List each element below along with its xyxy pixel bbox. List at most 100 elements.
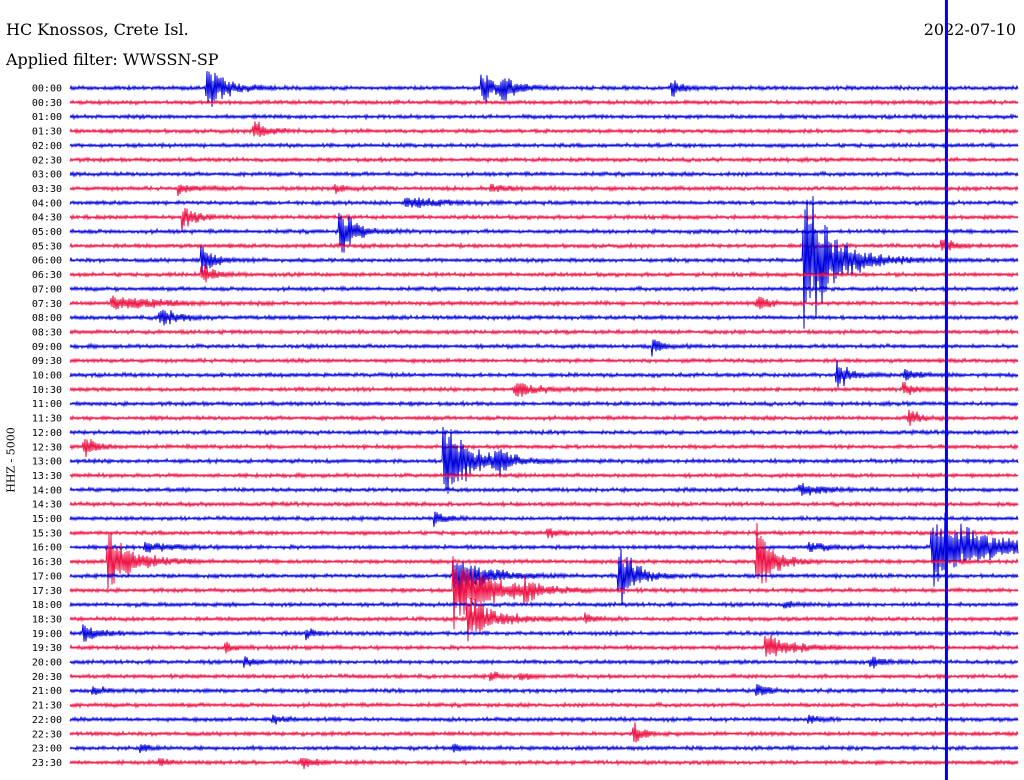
trace-row-0330 bbox=[69, 183, 1019, 197]
station-title: HC Knossos, Crete Isl. bbox=[6, 20, 189, 39]
trace-row-1100 bbox=[69, 399, 1019, 408]
trace-row-2200 bbox=[69, 714, 1019, 725]
row-label-1630: 16:30 bbox=[32, 557, 62, 568]
row-label-1830: 18:30 bbox=[32, 614, 62, 625]
row-label-1700: 17:00 bbox=[32, 571, 62, 582]
row-label-0600: 06:00 bbox=[32, 256, 62, 267]
trace-row-2000 bbox=[69, 656, 1019, 669]
trace-row-0200 bbox=[69, 141, 1019, 150]
row-label-0200: 02:00 bbox=[32, 141, 62, 152]
trace-row-0930 bbox=[69, 356, 1019, 365]
trace-row-0400 bbox=[69, 197, 1019, 208]
row-label-2230: 22:30 bbox=[32, 729, 62, 740]
row-label-1030: 10:30 bbox=[32, 385, 62, 396]
row-label-0730: 07:30 bbox=[32, 299, 62, 310]
row-label-0100: 01:00 bbox=[32, 112, 62, 123]
trace-row-1430 bbox=[69, 500, 1019, 509]
trace-row-0530 bbox=[69, 239, 1019, 251]
trace-row-0230 bbox=[69, 155, 1019, 164]
trace-row-1000 bbox=[69, 360, 1019, 388]
trace-row-0000 bbox=[69, 71, 1019, 107]
row-label-0630: 06:30 bbox=[32, 270, 62, 281]
trace-row-2030 bbox=[69, 671, 1019, 682]
row-label-1200: 12:00 bbox=[32, 428, 62, 439]
trace-row-2230 bbox=[69, 722, 1019, 743]
trace-row-0900 bbox=[69, 339, 1019, 357]
row-label-0500: 05:00 bbox=[32, 227, 62, 238]
row-label-1100: 11:00 bbox=[32, 399, 62, 410]
row-label-1730: 17:30 bbox=[32, 586, 62, 597]
trace-row-1030 bbox=[69, 381, 1019, 397]
row-label-0930: 09:30 bbox=[32, 356, 62, 367]
trace-row-1530 bbox=[69, 528, 1019, 539]
trace-row-2300 bbox=[69, 743, 1019, 753]
row-label-0030: 00:30 bbox=[32, 98, 62, 109]
trace-row-1830 bbox=[69, 597, 1019, 642]
trace-row-1130 bbox=[69, 409, 1019, 426]
trace-row-2100 bbox=[69, 683, 1019, 696]
trace-row-1600 bbox=[69, 512, 1019, 587]
row-label-0900: 09:00 bbox=[32, 342, 62, 353]
row-label-0830: 08:30 bbox=[32, 327, 62, 338]
row-label-1400: 14:00 bbox=[32, 485, 62, 496]
row-label-1300: 13:00 bbox=[32, 457, 62, 468]
filter-label: Applied filter: WWSSN-SP bbox=[6, 50, 219, 69]
trace-row-0630 bbox=[69, 264, 1019, 283]
trace-row-0800 bbox=[69, 309, 1019, 326]
marker-layer bbox=[944, 0, 948, 780]
trace-row-1800 bbox=[69, 600, 1019, 609]
row-label-1500: 15:00 bbox=[32, 514, 62, 525]
trace-row-1730 bbox=[69, 556, 1019, 630]
trace-row-1700 bbox=[69, 549, 1019, 606]
row-label-2300: 23:00 bbox=[32, 744, 62, 755]
row-label-0230: 02:30 bbox=[32, 155, 62, 166]
row-label-2330: 23:30 bbox=[32, 758, 62, 769]
trace-row-0100 bbox=[69, 112, 1019, 121]
trace-group bbox=[69, 71, 1019, 770]
row-label-2130: 21:30 bbox=[32, 701, 62, 712]
trace-row-2130 bbox=[69, 700, 1019, 710]
current-time-marker bbox=[944, 0, 948, 780]
row-label-1130: 11:30 bbox=[32, 414, 62, 425]
row-label-1930: 19:30 bbox=[32, 643, 62, 654]
row-label-0130: 01:30 bbox=[32, 127, 62, 138]
trace-row-1300 bbox=[69, 426, 1019, 494]
trace-row-0500 bbox=[69, 212, 1019, 253]
trace-row-2330 bbox=[69, 757, 1019, 770]
trace-row-0430 bbox=[69, 208, 1019, 232]
row-label-1900: 19:00 bbox=[32, 629, 62, 640]
row-label-1800: 18:00 bbox=[32, 600, 62, 611]
trace-row-1200 bbox=[69, 428, 1019, 437]
row-label-2100: 21:00 bbox=[32, 686, 62, 697]
row-label-0300: 03:00 bbox=[32, 170, 62, 181]
row-label-1000: 10:00 bbox=[32, 371, 62, 382]
trace-row-0030 bbox=[69, 98, 1019, 107]
trace-row-0700 bbox=[69, 284, 1019, 293]
row-label-2000: 20:00 bbox=[32, 658, 62, 669]
row-label-1430: 14:30 bbox=[32, 500, 62, 511]
trace-row-1400 bbox=[69, 482, 1019, 496]
row-label-1230: 12:30 bbox=[32, 442, 62, 453]
trace-row-0130 bbox=[69, 121, 1019, 138]
row-label-1600: 16:00 bbox=[32, 543, 62, 554]
row-label-0430: 04:30 bbox=[32, 213, 62, 224]
row-label-1330: 13:30 bbox=[32, 471, 62, 482]
row-label-0700: 07:00 bbox=[32, 284, 62, 295]
row-label-0330: 03:30 bbox=[32, 184, 62, 195]
trace-row-1330 bbox=[69, 471, 1019, 480]
row-label-0800: 08:00 bbox=[32, 313, 62, 324]
trace-row-0600 bbox=[69, 196, 1019, 329]
row-label-0000: 00:00 bbox=[32, 84, 62, 95]
trace-row-1630 bbox=[69, 523, 1019, 589]
trace-row-0300 bbox=[69, 170, 1019, 179]
trace-row-1500 bbox=[69, 511, 1019, 527]
row-label-0530: 05:30 bbox=[32, 241, 62, 252]
trace-row-0830 bbox=[69, 328, 1019, 336]
trace-row-0730 bbox=[69, 295, 1019, 310]
row-label-1530: 15:30 bbox=[32, 528, 62, 539]
row-label-group: 00:00 00:30 01:00 01:30 02:00 02:30 03:00 03:30… bbox=[32, 84, 62, 769]
trace-row-1930 bbox=[69, 634, 1019, 657]
trace-row-1900 bbox=[69, 624, 1019, 642]
trace-row-1230 bbox=[69, 439, 1019, 458]
